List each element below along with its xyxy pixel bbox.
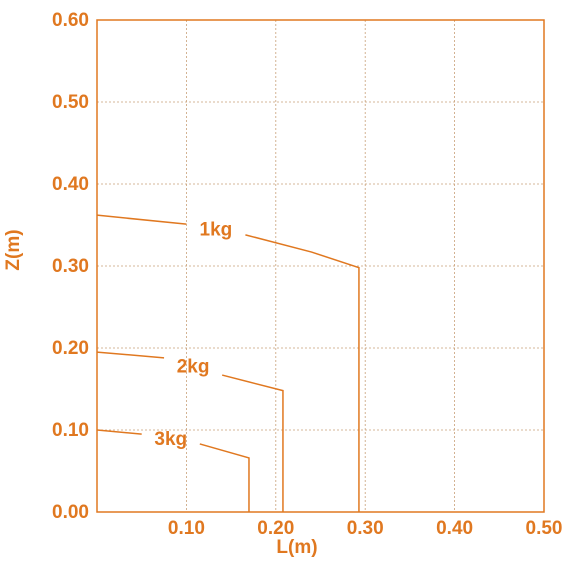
contour-line [96, 351, 284, 512]
x-axis-label: L(m) [276, 537, 317, 558]
contour-label: 2kg [177, 356, 210, 377]
y-tick-label: 0.20 [52, 338, 89, 359]
contour-line [96, 429, 250, 512]
y-tick-label: 0.50 [52, 92, 89, 113]
y-tick-label: 0.00 [52, 502, 89, 523]
contour-label: 1kg [200, 220, 233, 241]
x-tick-label: 0.20 [257, 518, 294, 539]
x-tick-label: 0.10 [168, 518, 205, 539]
y-tick-label: 0.40 [52, 174, 89, 195]
plot-frame [96, 19, 545, 513]
y-tick-label: 0.10 [52, 420, 89, 441]
contour-label: 3kg [154, 429, 187, 450]
x-tick-label: 0.30 [347, 518, 384, 539]
y-tick-label: 0.60 [52, 10, 89, 31]
x-tick-label: 0.50 [526, 518, 563, 539]
contour-line [96, 214, 360, 512]
y-tick-label: 0.30 [52, 256, 89, 277]
x-tick-label: 0.40 [436, 518, 473, 539]
y-axis-label: Z(m) [3, 229, 24, 270]
